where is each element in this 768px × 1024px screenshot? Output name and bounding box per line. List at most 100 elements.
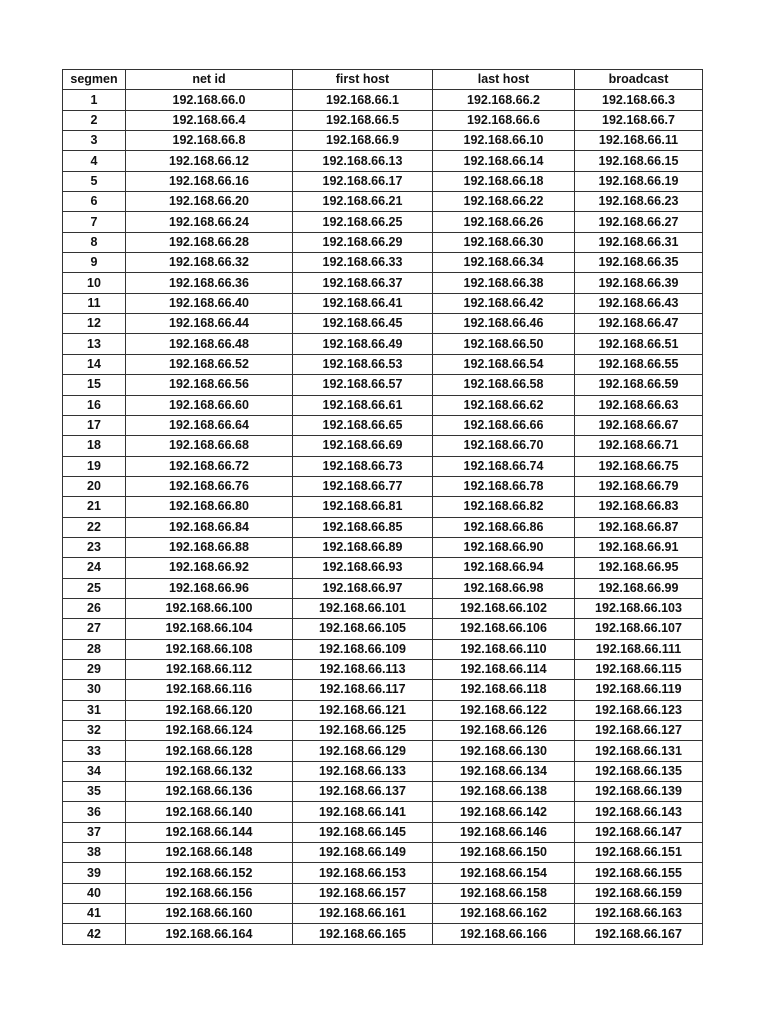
first-host-cell: 192.168.66.121 [292,699,433,722]
table-row: 21 192.168.66.80 192.168.66.81 192.168.66.8… [62,496,703,518]
table-row: 23 192.168.66.88 192.168.66.89 192.168.66.9… [62,536,703,559]
first-host-cell: 192.168.66.145 [292,821,433,844]
table-row: 16 192.168.66.60 192.168.66.61 192.168.66.6… [62,394,703,416]
first-host-cell: 192.168.66.13 [292,150,433,172]
segment-cell: 10 [62,272,126,294]
last-host-cell: 192.168.66.134 [432,760,575,783]
table-row: 22 192.168.66.84 192.168.66.85 192.168.66.8… [62,516,703,538]
last-host-cell: 192.168.66.106 [432,618,575,640]
table-row: 36 192.168.66.140 192.168.66.141 192.168.66… [62,801,703,823]
net-id-cell: 192.168.66.124 [125,719,293,742]
table-row: 35 192.168.66.136 192.168.66.137 192.168.66… [62,781,703,803]
last-host-cell: 192.168.66.42 [432,292,575,315]
last-host-cell: 192.168.66.142 [432,801,575,823]
last-host-cell: 192.168.66.6 [432,109,575,132]
table-row: 30 192.168.66.116 192.168.66.117 192.168.66… [62,679,703,701]
first-host-cell: 192.168.66.125 [292,719,433,742]
broadcast-cell: 192.168.66.15 [574,150,703,172]
broadcast-cell: 192.168.66.107 [574,618,703,640]
table-row: 11 192.168.66.40 192.168.66.41 192.168.66.4… [62,292,703,315]
first-host-cell: 192.168.66.165 [292,923,433,945]
table-row: 26 192.168.66.100 192.168.66.101 192.168.66… [62,597,703,620]
table-row: 15 192.168.66.56 192.168.66.57 192.168.66.5… [62,374,703,396]
table-row: 8 192.168.66.28 192.168.66.29 192.168.66.30… [62,231,703,254]
first-host-cell: 192.168.66.29 [292,231,433,254]
segment-cell: 27 [62,618,126,640]
table-row: 18 192.168.66.68 192.168.66.69 192.168.66.7… [62,435,703,457]
table-row: 28 192.168.66.108 192.168.66.109 192.168.66… [62,638,703,660]
segment-cell: 30 [62,679,126,701]
net-id-cell: 192.168.66.164 [125,923,293,945]
net-id-cell: 192.168.66.32 [125,252,293,274]
net-id-cell: 192.168.66.52 [125,353,293,376]
net-id-cell: 192.168.66.136 [125,781,293,803]
net-id-cell: 192.168.66.28 [125,231,293,254]
broadcast-cell: 192.168.66.91 [574,536,703,559]
first-host-cell: 192.168.66.17 [292,170,433,193]
last-host-cell: 192.168.66.82 [432,496,575,518]
first-host-cell: 192.168.66.137 [292,781,433,803]
broadcast-cell: 192.168.66.27 [574,211,703,233]
first-host-cell: 192.168.66.73 [292,455,433,477]
broadcast-cell: 192.168.66.143 [574,801,703,823]
net-id-cell: 192.168.66.64 [125,414,293,437]
segment-cell: 28 [62,638,126,660]
last-host-cell: 192.168.66.34 [432,252,575,274]
first-host-cell: 192.168.66.41 [292,292,433,315]
broadcast-cell: 192.168.66.63 [574,394,703,416]
table-row: 38 192.168.66.148 192.168.66.149 192.168.66… [62,842,703,864]
table-row: 7 192.168.66.24 192.168.66.25 192.168.66.26… [62,211,703,233]
last-host-cell: 192.168.66.126 [432,719,575,742]
broadcast-cell: 192.168.66.31 [574,231,703,254]
net-id-cell: 192.168.66.48 [125,333,293,355]
broadcast-cell: 192.168.66.151 [574,842,703,864]
broadcast-cell: 192.168.66.147 [574,821,703,844]
last-host-cell: 192.168.66.10 [432,130,575,152]
last-host-cell: 192.168.66.2 [432,89,575,111]
net-id-cell: 192.168.66.16 [125,170,293,193]
broadcast-cell: 192.168.66.167 [574,923,703,945]
table-row: 1 192.168.66.0 192.168.66.1 192.168.66.2 192… [62,89,703,111]
last-host-cell: 192.168.66.58 [432,374,575,396]
last-host-cell: 192.168.66.66 [432,414,575,437]
last-host-cell: 192.168.66.154 [432,862,575,884]
first-host-cell: 192.168.66.37 [292,272,433,294]
last-host-cell: 192.168.66.54 [432,353,575,376]
net-id-cell: 192.168.66.0 [125,89,293,111]
first-host-cell: 192.168.66.109 [292,638,433,660]
segment-cell: 4 [62,150,126,172]
net-id-cell: 192.168.66.108 [125,638,293,660]
header-last-host: last host [432,68,575,91]
last-host-cell: 192.168.66.130 [432,740,575,762]
segment-cell: 23 [62,536,126,559]
broadcast-cell: 192.168.66.35 [574,252,703,274]
segment-cell: 17 [62,414,126,437]
net-id-cell: 192.168.66.80 [125,496,293,518]
segment-cell: 29 [62,658,126,681]
last-host-cell: 192.168.66.18 [432,170,575,193]
broadcast-cell: 192.168.66.163 [574,903,703,925]
broadcast-cell: 192.168.66.95 [574,557,703,579]
net-id-cell: 192.168.66.104 [125,618,293,640]
segment-cell: 3 [62,130,126,152]
last-host-cell: 192.168.66.22 [432,191,575,213]
first-host-cell: 192.168.66.1 [292,89,433,111]
broadcast-cell: 192.168.66.103 [574,597,703,620]
broadcast-cell: 192.168.66.155 [574,862,703,884]
first-host-cell: 192.168.66.105 [292,618,433,640]
net-id-cell: 192.168.66.120 [125,699,293,722]
segment-cell: 37 [62,821,126,844]
last-host-cell: 192.168.66.114 [432,658,575,681]
header-net-id: net id [125,68,293,91]
broadcast-cell: 192.168.66.3 [574,89,703,111]
table-row: 9 192.168.66.32 192.168.66.33 192.168.66.34… [62,252,703,274]
first-host-cell: 192.168.66.93 [292,557,433,579]
net-id-cell: 192.168.66.132 [125,760,293,783]
segment-cell: 1 [62,89,126,111]
segment-cell: 41 [62,903,126,925]
last-host-cell: 192.168.66.94 [432,557,575,579]
last-host-cell: 192.168.66.50 [432,333,575,355]
broadcast-cell: 192.168.66.99 [574,577,703,599]
subnet-table: segmen net id first host last host broad… [62,68,703,945]
table-row: 6 192.168.66.20 192.168.66.21 192.168.66.22… [62,191,703,213]
